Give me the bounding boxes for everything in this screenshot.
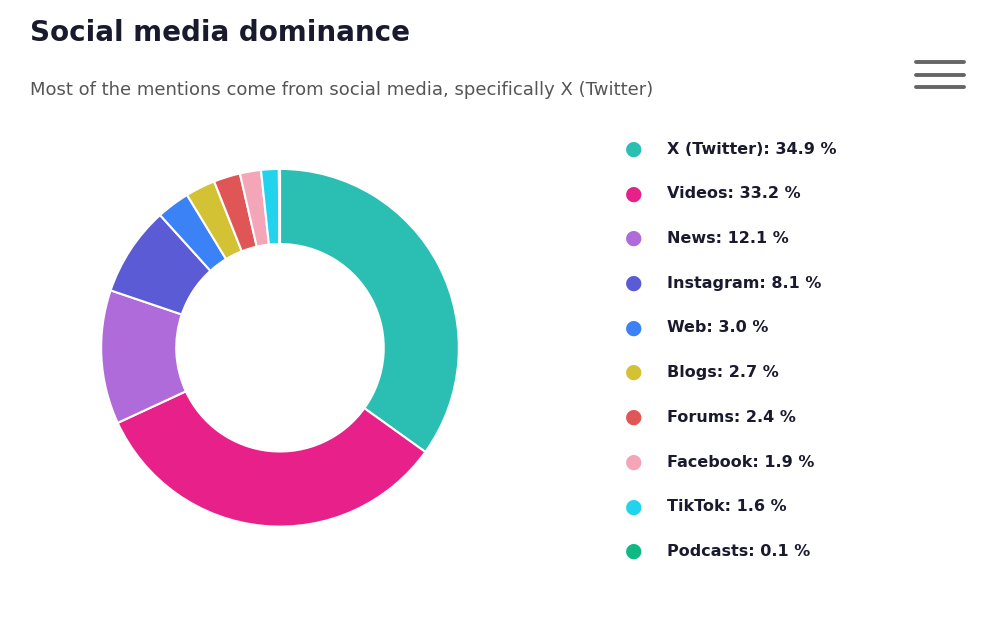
Text: ●: ● — [625, 274, 642, 292]
Wedge shape — [240, 170, 269, 247]
Text: Facebook: 1.9 %: Facebook: 1.9 % — [667, 455, 814, 469]
Wedge shape — [187, 181, 242, 259]
Wedge shape — [214, 173, 257, 252]
Text: Web: 3.0 %: Web: 3.0 % — [667, 320, 768, 335]
Text: Forums: 2.4 %: Forums: 2.4 % — [667, 410, 796, 425]
Text: X (Twitter): 34.9 %: X (Twitter): 34.9 % — [667, 142, 836, 156]
Text: ●: ● — [625, 453, 642, 471]
Wedge shape — [118, 391, 425, 527]
Wedge shape — [160, 195, 226, 271]
Text: ●: ● — [625, 229, 642, 248]
Text: Social media dominance: Social media dominance — [30, 19, 410, 47]
Wedge shape — [101, 291, 186, 423]
Text: Videos: 33.2 %: Videos: 33.2 % — [667, 186, 801, 201]
Text: TikTok: 1.6 %: TikTok: 1.6 % — [667, 499, 787, 514]
Text: ●: ● — [625, 497, 642, 516]
Text: ●: ● — [625, 319, 642, 337]
Text: Most of the mentions come from social media, specifically X (Twitter): Most of the mentions come from social me… — [30, 81, 653, 99]
Text: ●: ● — [625, 184, 642, 203]
Text: Instagram: 8.1 %: Instagram: 8.1 % — [667, 276, 821, 291]
Text: ●: ● — [625, 408, 642, 427]
Wedge shape — [279, 169, 280, 244]
Wedge shape — [261, 169, 279, 245]
Text: Blogs: 2.7 %: Blogs: 2.7 % — [667, 365, 779, 380]
Text: ●: ● — [625, 140, 642, 158]
Text: News: 12.1 %: News: 12.1 % — [667, 231, 789, 246]
Wedge shape — [111, 215, 210, 314]
Text: ●: ● — [625, 363, 642, 382]
Text: Podcasts: 0.1 %: Podcasts: 0.1 % — [667, 544, 810, 559]
Wedge shape — [280, 169, 459, 452]
Text: ●: ● — [625, 542, 642, 561]
